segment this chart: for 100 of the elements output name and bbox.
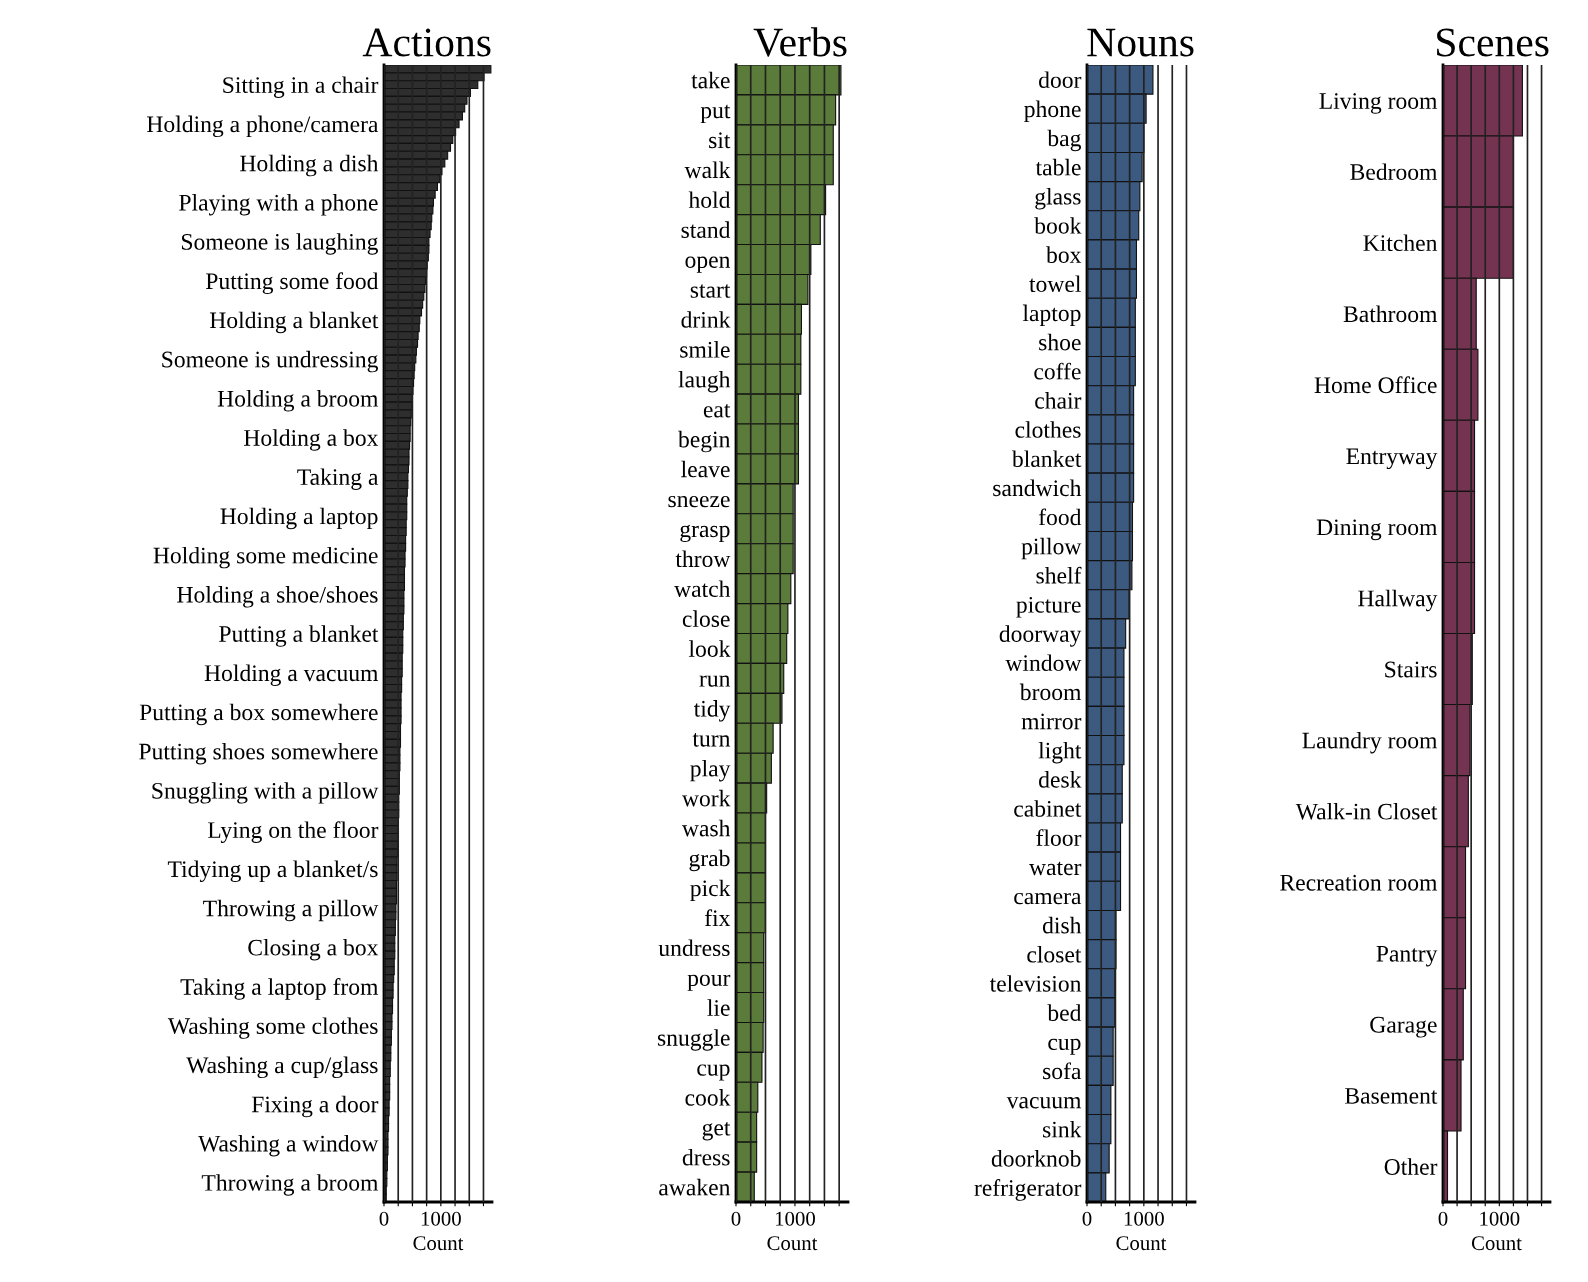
y-tick-label: sit (709, 132, 731, 149)
y-tick-label: grasp (680, 524, 730, 543)
y-tick-label: Putting a box somewhere (139, 703, 378, 726)
y-tick-label: leave (681, 460, 730, 478)
y-tick-label: Holding a dish (240, 154, 379, 177)
y-tick-label: Hallway (1358, 589, 1438, 612)
chart-title: Scenes (1437, 28, 1549, 57)
y-tick-label: close (682, 610, 730, 627)
y-tick-label: phone (1024, 100, 1081, 122)
y-tick-label: Closing a box (248, 938, 379, 961)
y-tick-label: tidy (693, 700, 731, 722)
y-tick-label: throw (675, 550, 731, 568)
y-tick-label: eat (703, 403, 731, 418)
x-tick-label: 0 (379, 1211, 389, 1226)
y-tick-label: Basement (1345, 1088, 1438, 1104)
y-tick-label: box (1046, 246, 1082, 263)
y-tick-label: Someone is laughing (181, 233, 378, 255)
y-tick-label: sink (1043, 1120, 1082, 1138)
y-tick-label: Bathroom (1343, 305, 1438, 323)
x-axis-title: Count (1471, 1236, 1522, 1251)
y-tick-label: fix (704, 909, 731, 926)
y-tick-label: Recreation room (1280, 874, 1438, 891)
y-tick-label: Dining room (1316, 519, 1438, 541)
x-axis-title: Count (1116, 1236, 1167, 1251)
y-tick-label: open (685, 256, 731, 273)
y-tick-label: watch (674, 580, 731, 598)
y-tick-label: play (690, 759, 731, 782)
y-tick-label: Kitchen (1363, 234, 1438, 252)
y-tick-label: stand (681, 221, 731, 238)
y-tick-label: grab (689, 849, 730, 872)
y-tick-label: book (1034, 217, 1082, 234)
y-tick-label: awaken (659, 1178, 731, 1196)
y-tick-label: Throwing a pillow (203, 899, 379, 922)
y-tick-label: bed (1047, 1004, 1082, 1021)
x-tick-label: 1000 (421, 1211, 461, 1226)
y-tick-label: Holding a blanket (209, 311, 379, 334)
y-tick-label: cup (697, 1064, 730, 1081)
y-tick-label: Someone is undressing (162, 350, 378, 373)
y-tick-label: door (1039, 71, 1082, 88)
y-tick-label: bag (1047, 129, 1081, 152)
y-tick-label: coffe (1034, 362, 1081, 380)
x-tick-label: 1000 (1124, 1211, 1164, 1226)
y-tick-label: refrigerator (974, 1179, 1082, 1201)
y-tick-label: floor (1036, 829, 1082, 846)
y-tick-label: doorway (999, 625, 1082, 647)
y-tick-label: get (702, 1122, 731, 1141)
chart-title: Verbs (753, 27, 847, 57)
y-tick-label: towel (1029, 275, 1081, 293)
x-tick-label: 0 (731, 1211, 741, 1226)
y-tick-label: Tidying up a blanket/s (167, 860, 378, 883)
y-tick-label: Holding a phone/camera (147, 115, 379, 138)
y-tick-label: undress (658, 939, 730, 957)
y-tick-label: Holding a laptop (220, 507, 378, 530)
y-tick-label: laptop (1022, 304, 1081, 327)
y-tick-label: begin (677, 430, 731, 453)
y-tick-label: doorknob (991, 1150, 1081, 1167)
y-tick-label: desk (1039, 771, 1082, 788)
x-tick-label: 1000 (1480, 1211, 1520, 1226)
y-tick-label: Snuggling with a pillow (152, 782, 379, 804)
y-tick-label: Sitting in a chair (223, 76, 379, 98)
x-axis-title: Count (413, 1236, 464, 1251)
y-tick-label: Home Office (1314, 376, 1437, 394)
y-tick-label: start (690, 284, 731, 298)
y-tick-label: cook (685, 1089, 731, 1106)
y-tick-label: Putting shoes somewhere (139, 742, 378, 765)
y-tick-label: food (1038, 508, 1082, 526)
y-tick-label: Playing with a phone (179, 194, 378, 216)
y-tick-label: walk (684, 161, 731, 179)
y-tick-label: snuggle (657, 1029, 730, 1051)
y-tick-label: picture (1016, 596, 1081, 618)
y-tick-label: shoe (1039, 333, 1081, 351)
y-tick-label: dish (1042, 916, 1082, 934)
y-tick-label: Walk-in Closet (1295, 802, 1438, 820)
y-tick-label: Putting a blanket (219, 625, 379, 647)
y-tick-label: water (1029, 861, 1082, 876)
x-tick-label: 0 (1438, 1211, 1448, 1226)
y-tick-label: light (1038, 741, 1082, 764)
y-tick-label: clothes (1015, 421, 1081, 438)
y-tick-label: sandwich (993, 479, 1082, 497)
y-tick-label: hold (688, 191, 731, 209)
chart-title: Actions (362, 28, 491, 57)
y-tick-label: Living room (1319, 93, 1438, 114)
y-tick-label: camera (1014, 892, 1082, 905)
y-tick-label: chair (1035, 392, 1082, 409)
chart-title: Nouns (1087, 28, 1194, 57)
y-tick-label: blanket (1011, 450, 1082, 467)
y-tick-label: window (1005, 654, 1082, 672)
y-tick-label: wash (681, 819, 731, 837)
x-axis-title: Count (767, 1236, 818, 1251)
y-tick-label: sneeze (668, 495, 730, 508)
y-tick-label: vacuum (1006, 1097, 1082, 1109)
x-tick-label: 0 (1082, 1211, 1092, 1226)
y-tick-label: Pantry (1376, 945, 1438, 967)
y-tick-label: drink (681, 311, 731, 328)
y-tick-label: sofa (1043, 1062, 1082, 1080)
y-tick-label: Bedroom (1350, 163, 1438, 181)
y-tick-label: laugh (678, 370, 731, 393)
y-tick-label: run (699, 675, 731, 687)
y-tick-label: Fixing a door (251, 1095, 379, 1118)
y-tick-label: Garage (1370, 1016, 1437, 1038)
